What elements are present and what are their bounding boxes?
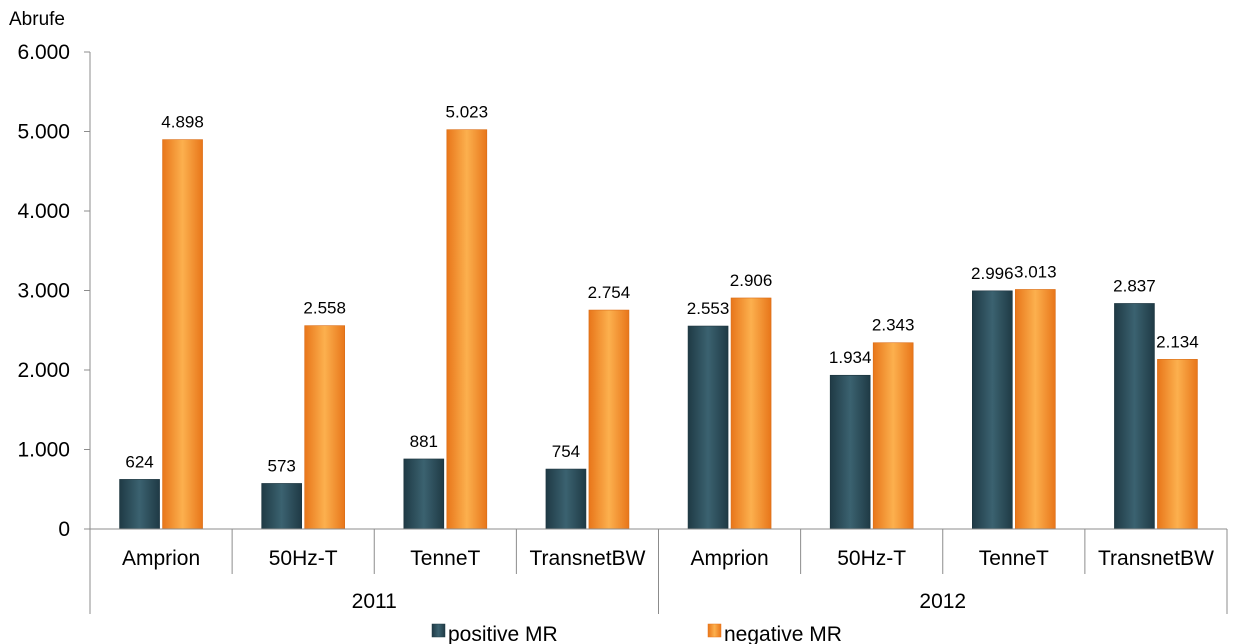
data-label-positive-mr: 2.837	[1113, 276, 1156, 295]
y-tick-label: 4.000	[17, 200, 70, 223]
legend-swatch-negative-mr	[707, 623, 722, 638]
bar-negative-mr	[588, 309, 630, 530]
data-labels-group: 6244.8985732.5588815.0237542.7542.5532.9…	[125, 103, 1198, 476]
bar-positive-mr	[403, 458, 445, 530]
y-tick-label: 5.000	[17, 121, 70, 144]
data-label-negative-mr: 4.898	[161, 113, 204, 132]
x-group-label: 2012	[919, 590, 966, 613]
data-label-negative-mr: 2.906	[730, 271, 773, 290]
legend-swatch-positive-mr	[431, 623, 446, 638]
bar-negative-mr	[1015, 289, 1056, 530]
x-category-label: Amprion	[690, 547, 768, 570]
bar-positive-mr	[261, 483, 302, 530]
y-tick-label: 1.000	[17, 439, 70, 462]
bar-negative-mr	[162, 139, 203, 530]
x-category-label: 50Hz-T	[269, 547, 338, 570]
y-tick-label: 0	[58, 518, 70, 541]
data-label-negative-mr: 2.558	[303, 299, 346, 318]
x-group-label: 2011	[352, 590, 397, 613]
data-label-positive-mr: 1.934	[829, 348, 872, 367]
y-tick-label: 2.000	[17, 359, 70, 382]
bar-negative-mr	[446, 129, 488, 530]
y-axis-title: Abrufe	[9, 9, 65, 30]
x-category-label: 50Hz-T	[837, 547, 906, 570]
y-tick-label: 6.000	[17, 41, 70, 64]
x-category-label: TenneT	[410, 547, 480, 570]
bar-negative-mr	[730, 297, 772, 530]
bar-negative-mr	[872, 342, 914, 530]
y-axis: 0 1.000 2.000 3.000 4.000 5.000 6.000	[17, 41, 91, 541]
bar-positive-mr	[1114, 303, 1155, 530]
bars-group	[119, 129, 1198, 530]
bar-positive-mr	[972, 290, 1013, 530]
x-category-label: Amprion	[122, 547, 200, 570]
x-category-label: TenneT	[979, 547, 1049, 570]
legend: positive MR negative MR	[431, 623, 842, 644]
legend-label-positive-mr: positive MR	[448, 623, 558, 644]
data-label-negative-mr: 2.343	[872, 316, 915, 335]
legend-label-negative-mr: negative MR	[724, 623, 842, 644]
data-label-positive-mr: 754	[552, 442, 580, 461]
data-label-negative-mr: 2.134	[1156, 332, 1199, 351]
data-label-positive-mr: 2.996	[971, 264, 1014, 283]
x-axis: Amprion 50Hz-T TenneT TransnetBW Amprion 50Hz…	[89, 528, 1228, 614]
bar-positive-mr	[687, 325, 729, 530]
x-category-label: TransnetBW	[529, 547, 645, 570]
bar-positive-mr	[545, 468, 587, 530]
bar-negative-mr	[1157, 359, 1198, 530]
data-label-positive-mr: 624	[125, 452, 153, 471]
data-label-negative-mr: 5.023	[446, 103, 489, 122]
data-label-negative-mr: 3.013	[1014, 262, 1057, 281]
bar-positive-mr	[829, 374, 871, 530]
bar-negative-mr	[304, 325, 345, 530]
data-label-positive-mr: 881	[410, 432, 438, 451]
x-category-label: TransnetBW	[1098, 547, 1214, 570]
data-label-positive-mr: 573	[268, 456, 296, 475]
data-label-positive-mr: 2.553	[687, 299, 730, 318]
data-label-negative-mr: 2.754	[588, 283, 631, 302]
bar-positive-mr	[119, 479, 160, 530]
y-tick-label: 3.000	[17, 280, 70, 303]
